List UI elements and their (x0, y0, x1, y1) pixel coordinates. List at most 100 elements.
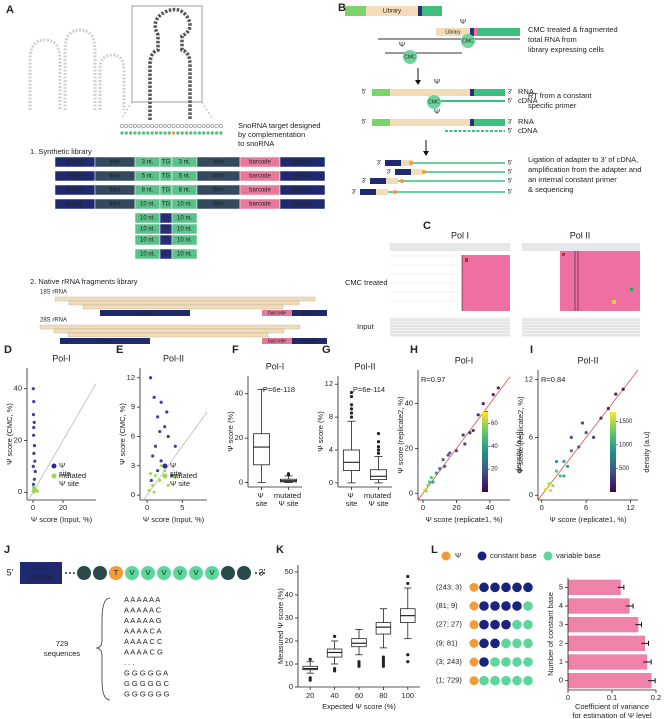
flier (406, 581, 410, 586)
y-tick-label: 6 (131, 431, 135, 440)
point (152, 490, 156, 494)
flier (381, 655, 385, 659)
point (599, 416, 603, 420)
segment-label: primer (66, 174, 83, 180)
point (562, 474, 566, 478)
segment-label: Library (383, 9, 401, 15)
point (158, 429, 162, 434)
plot-bg (568, 578, 656, 690)
base (189, 566, 203, 580)
insert (401, 160, 413, 166)
y-tick-label: 0 (131, 490, 135, 499)
colorbar (482, 412, 488, 492)
variable-base (490, 675, 500, 686)
flier (381, 660, 385, 664)
annotation: P=6e-114 (353, 385, 385, 394)
psi-base (469, 620, 479, 630)
y-axis-label: Ψ score (%) (316, 411, 325, 452)
y-axis-label: Ψ score (CMC, %) (118, 403, 127, 465)
chart-title: Pol-II (354, 361, 375, 371)
design-label: (1; 729) (436, 676, 462, 685)
flier (349, 415, 354, 419)
y-axis-label: Measured Ψ score (%) (276, 588, 285, 664)
y-axis-label: Ψ score (replicate2, %) (516, 396, 525, 474)
point (577, 445, 581, 449)
x-tick-label: 80 (379, 691, 387, 700)
x-tick-label: 20 (59, 503, 67, 512)
flier (381, 662, 385, 666)
base-label: V (177, 568, 182, 577)
constant-base (221, 566, 235, 580)
nucleotide (141, 124, 146, 128)
variable-base (512, 657, 522, 667)
cmc-site (393, 190, 397, 194)
point (448, 451, 452, 455)
end-label: 5' (7, 567, 14, 577)
strand-label: RNA (518, 117, 534, 126)
nucleotide (159, 131, 163, 135)
y-tick-label: 6 (529, 432, 533, 441)
point (147, 488, 151, 492)
colorbar-tick-label: 1500 (619, 419, 633, 425)
point (31, 387, 35, 391)
legend-marker (477, 551, 487, 561)
flier (333, 669, 337, 673)
point (31, 464, 35, 468)
segment-label: TG (162, 188, 171, 194)
nucleotide (163, 124, 167, 128)
brace (95, 597, 111, 701)
nucleotide (214, 131, 219, 135)
point (32, 425, 36, 430)
point (446, 453, 450, 457)
point (591, 435, 596, 440)
variable-base (512, 619, 522, 630)
y-tick-label: 2 (559, 638, 563, 647)
base (157, 566, 171, 580)
step-text: Ligation of adapter to 3' of cDNA, (528, 155, 638, 164)
end-label: 5' (362, 120, 366, 126)
constant-base (93, 566, 107, 580)
x-tick-label: 5 (180, 503, 184, 512)
y-tick-label: 50 (285, 567, 293, 576)
x-tick-label: 0.2 (651, 693, 661, 702)
annotation: R=0.97 (421, 375, 445, 384)
segment-label: primer (66, 160, 83, 166)
promoter-label: promoter (29, 575, 53, 581)
point (548, 488, 553, 492)
point (148, 376, 153, 380)
library-segment (171, 212, 198, 224)
sequence: A A A A A G (124, 616, 162, 625)
segment-label: 10 nt. (140, 238, 155, 244)
sequence: A A A A C G (124, 647, 163, 656)
y-tick-label: 0 (18, 487, 22, 496)
x-tick-label: 40 (486, 503, 494, 512)
legend-label: variable base (556, 551, 601, 560)
primer-bar (292, 310, 327, 316)
x-tick-label: 0 (145, 503, 149, 512)
point (159, 400, 163, 404)
note: to snoRNA (238, 139, 274, 148)
panel-label: C (423, 220, 431, 232)
segment-label: TA (162, 216, 169, 222)
bar (568, 673, 652, 689)
count-label: sequences (44, 649, 81, 658)
nucleotide (167, 131, 171, 135)
psi-mark: Ψ (460, 17, 466, 26)
point (159, 459, 163, 463)
point (606, 406, 610, 411)
y-tick-label: 0 (409, 488, 413, 497)
dot (73, 572, 75, 574)
hairpin-art (28, 5, 223, 135)
point (31, 433, 36, 437)
fragment (53, 328, 285, 334)
colorbar-tick-label: 20 (491, 467, 498, 473)
point (32, 420, 36, 424)
nucleotide (137, 124, 142, 128)
segment-label: filler (109, 202, 120, 208)
point (173, 475, 177, 480)
end-label: 5' (508, 99, 512, 105)
insert (411, 169, 423, 175)
library-segment (171, 234, 198, 246)
flier (308, 657, 312, 661)
promoter-box (20, 562, 62, 584)
